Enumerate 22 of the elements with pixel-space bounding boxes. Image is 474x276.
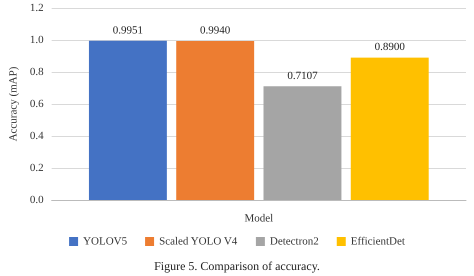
bar (176, 40, 254, 200)
data-label: 0.9940 (200, 24, 231, 36)
y-tick-label: 1.2 (30, 2, 44, 14)
legend-label: YOLOV5 (83, 236, 128, 248)
bar (350, 58, 429, 200)
y-tick-label: 1.0 (30, 34, 44, 46)
bar (264, 86, 342, 200)
y-tick-label: 0.6 (30, 98, 44, 110)
data-label: 0.8900 (374, 41, 406, 54)
y-tick-label: 0.4 (30, 130, 44, 142)
x-axis-title: Model (244, 212, 274, 224)
y-tick-label: 0.0 (30, 194, 44, 206)
data-label: 0.9951 (112, 24, 144, 36)
legend-label: Scaled YOLO V4 (159, 236, 238, 248)
y-tick-label: 0.8 (30, 66, 44, 78)
bar (88, 40, 167, 200)
legend-label: Detectron2 (270, 236, 319, 248)
y-axis-title: Accuracy (mAP) (8, 66, 20, 142)
y-tick-label: 0.2 (30, 162, 44, 174)
caption: Figure 5. Comparison of accuracy. (154, 259, 320, 273)
data-label: 0.7107 (287, 70, 318, 82)
legend-label: EfficientDet (350, 236, 405, 248)
